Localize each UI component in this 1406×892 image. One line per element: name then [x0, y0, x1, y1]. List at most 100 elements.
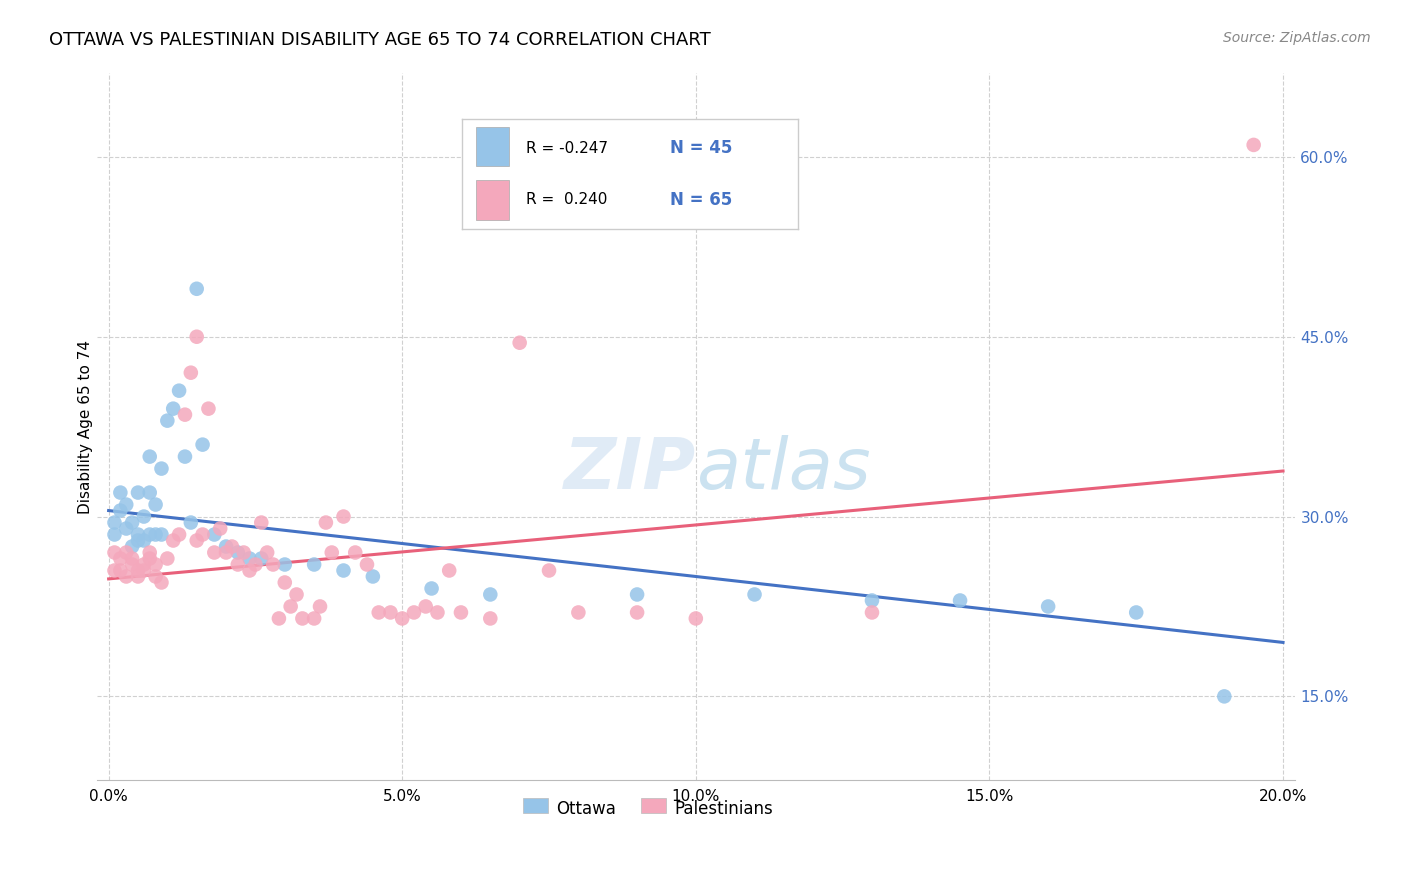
Point: [115, 498, 138, 512]
Point: [121, 558, 143, 572]
Point: [380, 606, 402, 620]
Point: [191, 437, 214, 451]
Point: [138, 450, 160, 464]
Point: [291, 611, 314, 625]
Point: [285, 587, 308, 601]
Point: [744, 587, 766, 601]
Point: [186, 533, 208, 548]
Point: [437, 564, 460, 578]
Point: [132, 533, 155, 548]
Point: [626, 606, 648, 620]
Point: [202, 545, 225, 559]
Text: ZIP: ZIP: [564, 434, 696, 504]
Point: [121, 551, 143, 566]
Point: [150, 527, 173, 541]
Point: [110, 564, 132, 578]
Point: [127, 527, 149, 541]
Point: [402, 606, 425, 620]
Point: [167, 527, 190, 541]
Point: [138, 545, 160, 559]
Point: [127, 533, 149, 548]
Point: [245, 558, 267, 572]
Point: [103, 545, 125, 559]
Point: [209, 522, 232, 536]
Point: [302, 611, 325, 625]
Point: [215, 545, 238, 559]
Point: [150, 575, 173, 590]
Point: [138, 527, 160, 541]
Point: [626, 587, 648, 601]
Point: [174, 408, 197, 422]
Point: [274, 558, 297, 572]
Point: [110, 503, 132, 517]
Point: [420, 582, 443, 596]
Point: [860, 606, 883, 620]
Point: [132, 564, 155, 578]
Point: [103, 564, 125, 578]
Point: [138, 485, 160, 500]
Point: [238, 551, 260, 566]
Point: [221, 540, 243, 554]
Point: [145, 558, 167, 572]
Point: [949, 593, 972, 607]
Point: [250, 516, 273, 530]
Point: [426, 606, 449, 620]
Text: OTTAWA VS PALESTINIAN DISABILITY AGE 65 TO 74 CORRELATION CHART: OTTAWA VS PALESTINIAN DISABILITY AGE 65 …: [49, 31, 711, 49]
Point: [315, 516, 337, 530]
Point: [132, 558, 155, 572]
Point: [391, 611, 413, 625]
Point: [127, 564, 149, 578]
Point: [202, 527, 225, 541]
Point: [186, 282, 208, 296]
Point: [262, 558, 284, 572]
Point: [115, 522, 138, 536]
Point: [215, 540, 238, 554]
Point: [302, 558, 325, 572]
Point: [321, 545, 343, 559]
Point: [110, 551, 132, 566]
Point: [115, 569, 138, 583]
Point: [138, 551, 160, 566]
Point: [479, 587, 502, 601]
Point: [186, 329, 208, 343]
Point: [1213, 690, 1236, 704]
Legend: Ottawa, Palestinians: Ottawa, Palestinians: [516, 794, 780, 825]
Point: [145, 569, 167, 583]
Point: [110, 485, 132, 500]
Point: [567, 606, 589, 620]
Point: [367, 606, 389, 620]
Point: [274, 575, 297, 590]
Point: [226, 545, 249, 559]
Point: [685, 611, 707, 625]
Point: [115, 545, 138, 559]
Point: [332, 509, 354, 524]
Point: [191, 527, 214, 541]
Point: [127, 569, 149, 583]
Point: [162, 401, 184, 416]
Point: [860, 593, 883, 607]
Point: [415, 599, 437, 614]
Point: [267, 611, 290, 625]
Point: [145, 498, 167, 512]
Point: [332, 564, 354, 578]
Point: [1243, 137, 1265, 152]
Point: [132, 509, 155, 524]
Point: [250, 551, 273, 566]
Point: [232, 545, 254, 559]
Point: [238, 564, 260, 578]
Point: [450, 606, 472, 620]
Point: [174, 450, 197, 464]
Point: [356, 558, 378, 572]
Point: [344, 545, 367, 559]
Point: [127, 485, 149, 500]
Point: [309, 599, 332, 614]
Point: [162, 533, 184, 548]
Point: [150, 461, 173, 475]
Point: [156, 551, 179, 566]
Point: [1036, 599, 1059, 614]
Text: Source: ZipAtlas.com: Source: ZipAtlas.com: [1223, 31, 1371, 45]
Point: [479, 611, 502, 625]
Point: [280, 599, 302, 614]
Point: [156, 414, 179, 428]
Point: [167, 384, 190, 398]
